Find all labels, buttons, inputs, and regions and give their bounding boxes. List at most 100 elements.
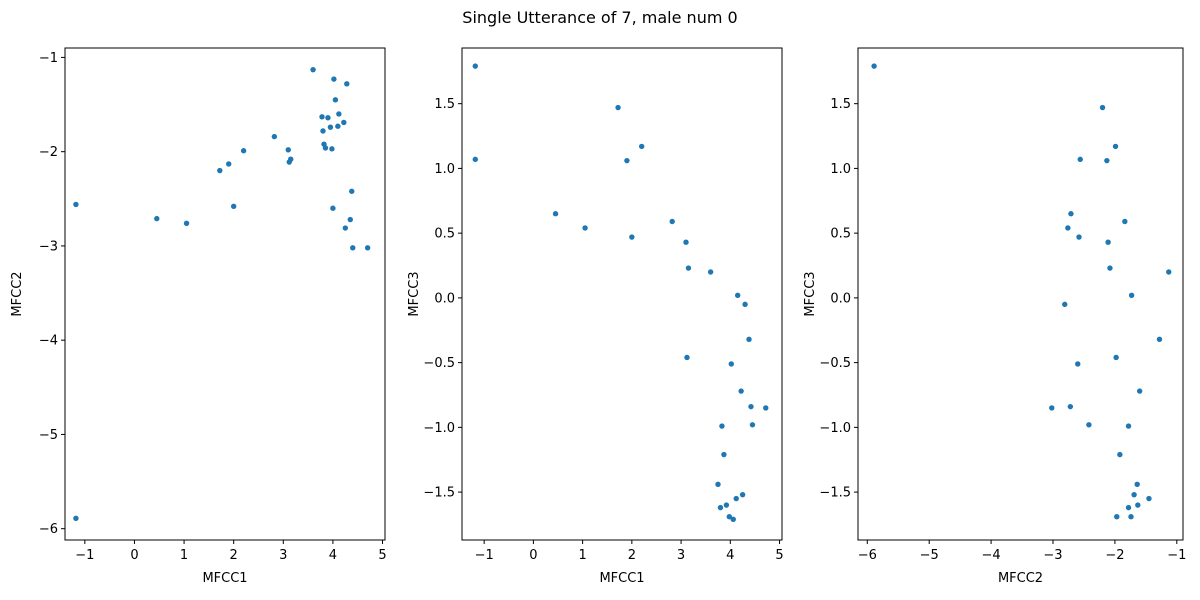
data-point xyxy=(73,201,79,208)
data-point xyxy=(335,123,341,129)
data-point xyxy=(240,148,247,154)
y-tick-label: −6 xyxy=(39,522,58,537)
data-point xyxy=(721,451,727,458)
data-point xyxy=(350,245,356,251)
y-tick-label: −1.0 xyxy=(423,421,455,436)
x-tick-label: 1 xyxy=(578,548,586,563)
data-point xyxy=(341,119,347,126)
data-point xyxy=(1113,354,1119,361)
data-point xyxy=(719,423,725,429)
data-point xyxy=(336,111,342,117)
x-axis-label: MFCC1 xyxy=(202,571,247,586)
data-point xyxy=(1135,502,1141,508)
x-tick-label: 1 xyxy=(180,548,188,563)
data-point xyxy=(629,234,635,240)
x-tick-label: −5 xyxy=(920,548,939,563)
data-point xyxy=(1086,422,1092,428)
data-point xyxy=(739,491,746,498)
y-tick-label: −3 xyxy=(39,239,58,254)
y-tick-label: 1.5 xyxy=(434,97,455,112)
y-axis-label: MFCC2 xyxy=(10,271,25,316)
x-tick-label: −1 xyxy=(75,548,94,563)
data-point xyxy=(330,205,336,211)
data-point xyxy=(1105,239,1111,245)
data-point xyxy=(1062,301,1068,308)
data-point xyxy=(749,422,756,428)
data-point xyxy=(1134,481,1140,488)
data-point xyxy=(717,504,724,511)
data-point xyxy=(552,211,559,217)
data-point xyxy=(734,292,741,298)
axes-frame xyxy=(64,47,386,541)
data-point xyxy=(288,156,294,162)
x-tick-label: 3 xyxy=(677,548,685,563)
data-point xyxy=(1076,234,1082,240)
data-point xyxy=(1077,156,1083,163)
data-point xyxy=(271,133,278,140)
y-tick-label: 0.5 xyxy=(434,227,455,242)
data-point xyxy=(871,63,877,69)
data-point xyxy=(364,245,371,251)
y-axis-label: MFCC3 xyxy=(803,271,818,316)
data-point xyxy=(73,515,79,522)
y-tick-label: −1.0 xyxy=(819,421,851,436)
data-point xyxy=(310,66,316,73)
data-point xyxy=(325,115,331,121)
data-point xyxy=(615,104,621,111)
data-point xyxy=(217,167,223,174)
data-point xyxy=(332,97,339,103)
data-point xyxy=(349,188,355,194)
data-point xyxy=(730,516,736,522)
data-point xyxy=(1136,388,1143,394)
data-point xyxy=(1067,403,1074,410)
data-point xyxy=(327,124,334,130)
data-point xyxy=(638,143,645,150)
y-tick-label: −0.5 xyxy=(423,356,455,371)
y-tick-label: −5 xyxy=(39,428,58,443)
data-point xyxy=(1131,491,1137,498)
data-point xyxy=(1107,265,1113,271)
data-point xyxy=(1075,361,1081,367)
y-axis-label: MFCC3 xyxy=(407,271,422,316)
data-point xyxy=(582,225,588,231)
x-tick-label: 0 xyxy=(529,548,537,563)
data-point xyxy=(1065,225,1071,231)
data-point xyxy=(1128,513,1134,520)
data-point xyxy=(746,336,752,343)
y-tick-label: 0.0 xyxy=(434,291,455,306)
points-mfcc2-vs-mfcc3 xyxy=(871,63,1172,520)
data-point xyxy=(344,81,350,87)
x-tick-label: −1 xyxy=(1167,548,1186,563)
x-tick-label: −3 xyxy=(1043,548,1062,563)
x-tick-label: 4 xyxy=(329,548,337,563)
data-point xyxy=(347,216,353,223)
data-point xyxy=(1104,157,1110,164)
y-tick-label: 1.0 xyxy=(830,162,851,177)
data-point xyxy=(320,128,326,134)
axes-mfcc1-vs-mfcc2: −1 0 1 2 3 4 5 −6 −5 −4 −3 −2 −1 MFCC1 MFCC2 xyxy=(10,47,387,586)
x-axis-label: MFCC1 xyxy=(599,571,644,586)
x-tick-label: 4 xyxy=(726,548,734,563)
data-point xyxy=(726,513,733,520)
x-tick-label: −6 xyxy=(858,548,877,563)
data-point xyxy=(226,161,232,167)
data-point xyxy=(1099,104,1106,111)
data-point xyxy=(342,225,349,231)
data-point xyxy=(1049,405,1055,411)
x-tick-label: 0 xyxy=(130,548,138,563)
data-point xyxy=(285,147,291,153)
data-point xyxy=(1125,423,1132,429)
data-point xyxy=(1117,451,1123,458)
data-point xyxy=(728,361,734,367)
y-tick-label: 0.0 xyxy=(830,291,851,306)
data-point xyxy=(1125,504,1132,511)
data-point xyxy=(472,63,478,69)
data-point xyxy=(1068,211,1074,217)
points-mfcc1-vs-mfcc2 xyxy=(73,66,371,522)
y-tick-label: −1.5 xyxy=(423,486,455,501)
x-tick-label: 3 xyxy=(279,548,287,563)
data-point xyxy=(230,203,237,210)
data-point xyxy=(685,265,692,271)
data-point xyxy=(1128,292,1135,298)
